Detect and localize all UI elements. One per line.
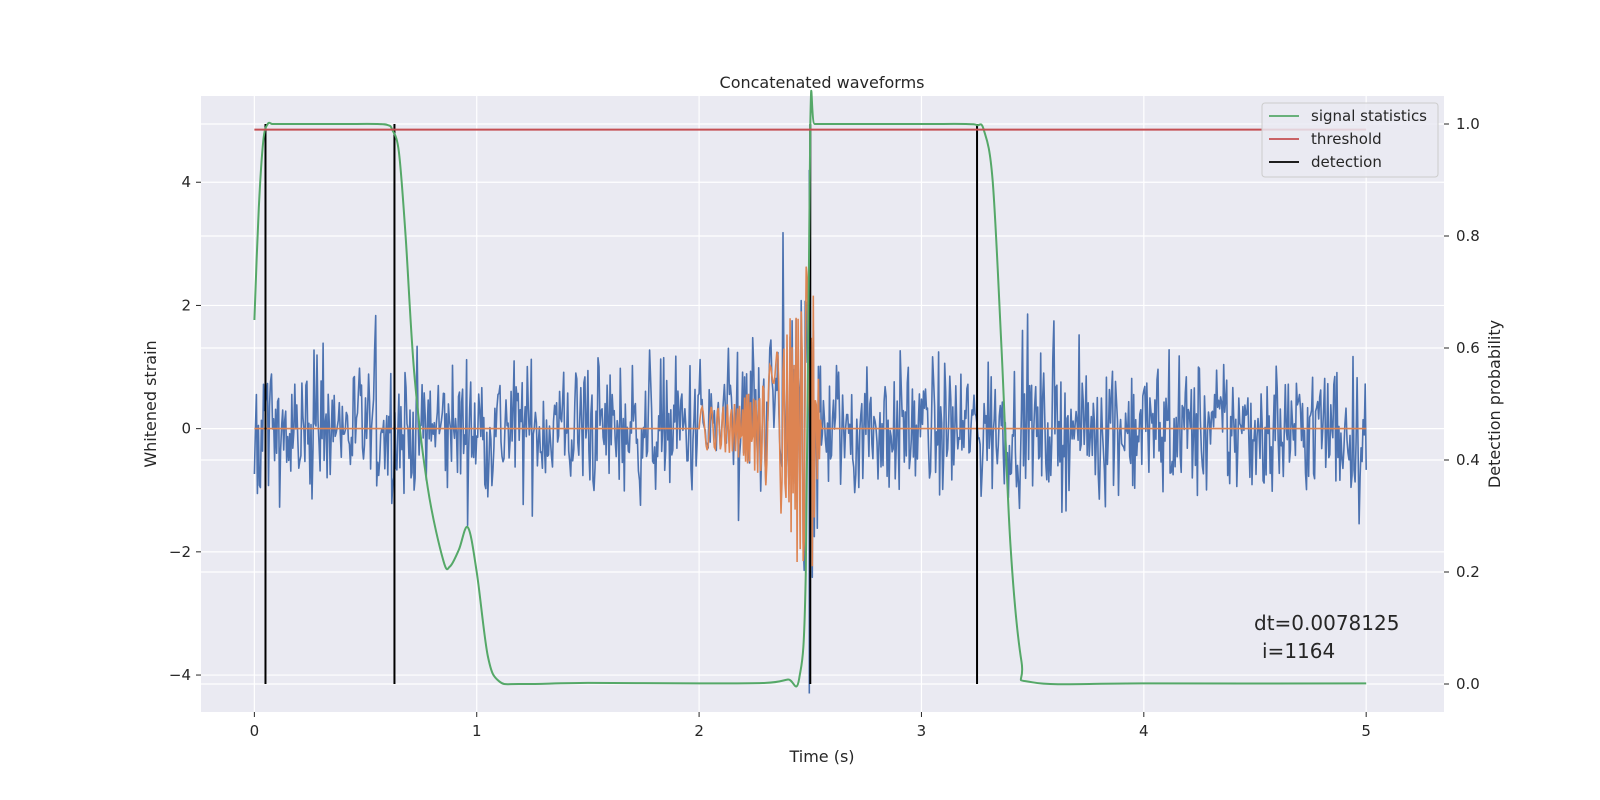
x-tick-label: 3	[917, 722, 927, 740]
y2-tick-label: 0.4	[1456, 451, 1480, 469]
signal-statistics-line	[253, 89, 1367, 688]
y2-tick-label: 0.2	[1456, 563, 1480, 581]
y-tick-label: 4	[181, 173, 191, 191]
y-axis-title: Whitened strain	[141, 340, 160, 467]
annotation-i: i=1164	[1262, 639, 1335, 663]
annotation-dt: dt=0.0078125	[1254, 611, 1399, 635]
x-tick-label: 0	[250, 722, 260, 740]
y2-tick-label: 1.0	[1456, 115, 1480, 133]
legend-label-signal-statistics: signal statistics	[1311, 107, 1427, 125]
y2-tick-label: 0.6	[1456, 339, 1480, 357]
signal-statistics-series	[253, 89, 1367, 688]
detection-lines	[264, 124, 979, 684]
x-axis-title: Time (s)	[788, 747, 854, 766]
x-tick-label: 2	[694, 722, 704, 740]
legend-box	[1261, 102, 1439, 178]
y-tick-label: −4	[169, 666, 191, 684]
y-tick-label: 2	[181, 296, 191, 314]
y2-axis-title: Detection probability	[1485, 320, 1504, 488]
y2-tick-label: 0.8	[1456, 227, 1480, 245]
x-tick-label: 1	[472, 722, 482, 740]
chart-title: Concatenated waveforms	[720, 73, 925, 92]
y-tick-label: 0	[181, 420, 191, 438]
legend-label-detection: detection	[1311, 153, 1382, 171]
y-tick-label: −2	[169, 543, 191, 561]
plot-background	[201, 96, 1444, 712]
legend: signal statistics threshold detection	[1261, 102, 1439, 178]
legend-label-threshold: threshold	[1311, 130, 1382, 148]
x-tick-label: 4	[1139, 722, 1149, 740]
axis-ticks: 0 1 2 3 4 5 −4 −2 0 2 4 0.0 0.2 0.4 0.6 0.8 1.0	[169, 115, 1480, 740]
y2-tick-label: 0.0	[1456, 675, 1480, 693]
x-tick-label: 5	[1361, 722, 1371, 740]
